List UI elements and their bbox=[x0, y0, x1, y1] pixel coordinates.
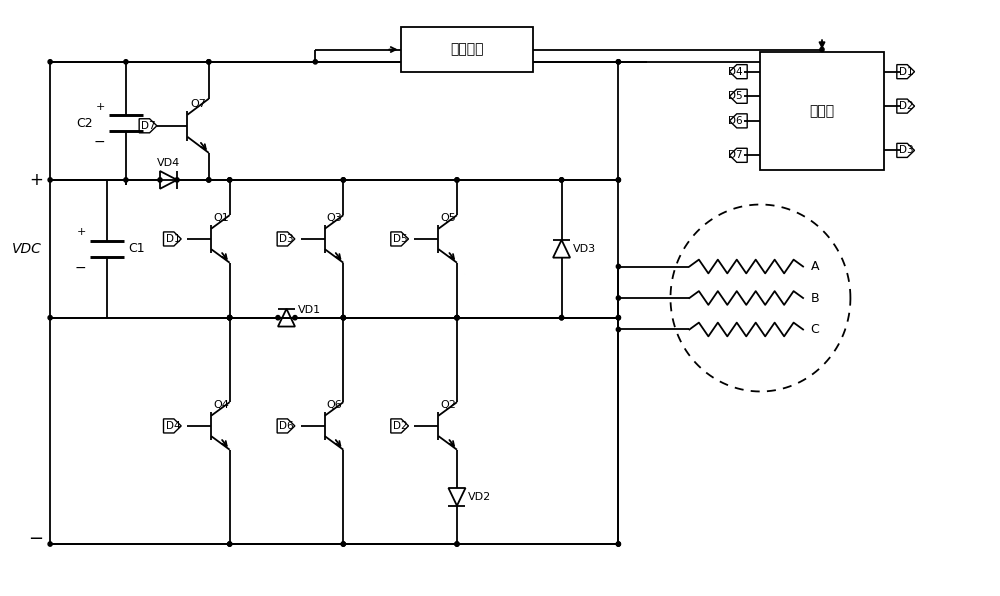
Circle shape bbox=[616, 296, 620, 300]
Circle shape bbox=[175, 178, 179, 182]
Circle shape bbox=[48, 60, 52, 64]
Text: Q4: Q4 bbox=[213, 400, 229, 410]
Circle shape bbox=[207, 60, 211, 64]
Text: D2: D2 bbox=[393, 421, 407, 431]
Text: 分压电路: 分压电路 bbox=[450, 42, 484, 57]
Circle shape bbox=[228, 315, 232, 320]
Circle shape bbox=[559, 315, 564, 320]
Circle shape bbox=[228, 315, 232, 320]
Text: 单片机: 单片机 bbox=[809, 104, 835, 118]
Circle shape bbox=[48, 178, 52, 182]
Circle shape bbox=[158, 178, 162, 182]
Circle shape bbox=[341, 315, 345, 320]
Circle shape bbox=[616, 178, 620, 182]
Circle shape bbox=[616, 315, 620, 320]
Circle shape bbox=[228, 178, 232, 182]
Circle shape bbox=[616, 315, 620, 320]
Circle shape bbox=[616, 542, 620, 546]
Circle shape bbox=[207, 178, 211, 182]
Text: −: − bbox=[74, 260, 86, 275]
Circle shape bbox=[313, 60, 317, 64]
Text: D1: D1 bbox=[166, 234, 180, 244]
Circle shape bbox=[341, 542, 345, 546]
Bar bbox=[760, 52, 884, 170]
Text: D5: D5 bbox=[393, 234, 407, 244]
Circle shape bbox=[228, 315, 232, 320]
Text: C2: C2 bbox=[76, 117, 93, 130]
Text: D3: D3 bbox=[279, 234, 294, 244]
Text: VDC: VDC bbox=[12, 242, 42, 256]
Text: B: B bbox=[811, 291, 819, 305]
Circle shape bbox=[559, 315, 564, 320]
Circle shape bbox=[228, 542, 232, 546]
Circle shape bbox=[341, 315, 345, 320]
Circle shape bbox=[228, 542, 232, 546]
Circle shape bbox=[455, 315, 459, 320]
Text: D4: D4 bbox=[166, 421, 180, 431]
Circle shape bbox=[455, 178, 459, 182]
Circle shape bbox=[228, 315, 232, 320]
Circle shape bbox=[616, 60, 620, 64]
Text: VD1: VD1 bbox=[298, 305, 321, 315]
Text: D7: D7 bbox=[728, 150, 743, 160]
Circle shape bbox=[455, 315, 459, 320]
Circle shape bbox=[341, 542, 345, 546]
Circle shape bbox=[616, 265, 620, 269]
Text: +: + bbox=[96, 101, 105, 111]
Text: D6: D6 bbox=[279, 421, 294, 431]
Circle shape bbox=[455, 542, 459, 546]
Text: VD4: VD4 bbox=[157, 158, 180, 168]
Circle shape bbox=[341, 178, 345, 182]
Circle shape bbox=[559, 178, 564, 182]
Text: −: − bbox=[28, 530, 43, 548]
Text: A: A bbox=[811, 260, 819, 273]
Circle shape bbox=[455, 315, 459, 320]
Circle shape bbox=[616, 327, 620, 331]
Text: C1: C1 bbox=[128, 243, 144, 255]
Text: D3: D3 bbox=[899, 145, 914, 156]
Text: Q6: Q6 bbox=[327, 400, 342, 410]
Bar bbox=[401, 27, 533, 72]
Circle shape bbox=[455, 542, 459, 546]
Circle shape bbox=[207, 178, 211, 182]
Text: −: − bbox=[93, 135, 105, 149]
Text: +: + bbox=[29, 171, 43, 189]
Circle shape bbox=[455, 315, 459, 320]
Circle shape bbox=[293, 315, 297, 320]
Text: Q3: Q3 bbox=[327, 213, 342, 223]
Text: +: + bbox=[77, 227, 86, 237]
Circle shape bbox=[124, 60, 128, 64]
Text: D1: D1 bbox=[899, 67, 914, 77]
Circle shape bbox=[48, 542, 52, 546]
Text: D4: D4 bbox=[728, 67, 743, 77]
Circle shape bbox=[207, 60, 211, 64]
Text: Q7: Q7 bbox=[190, 98, 206, 108]
Text: Q2: Q2 bbox=[440, 400, 456, 410]
Text: D5: D5 bbox=[728, 91, 743, 101]
Text: Q1: Q1 bbox=[213, 213, 229, 223]
Text: D6: D6 bbox=[728, 116, 743, 126]
Text: D2: D2 bbox=[899, 101, 914, 111]
Circle shape bbox=[276, 315, 280, 320]
Text: C: C bbox=[811, 323, 819, 336]
Circle shape bbox=[616, 178, 620, 182]
Circle shape bbox=[124, 178, 128, 182]
Text: D7: D7 bbox=[141, 121, 156, 131]
Circle shape bbox=[616, 60, 620, 64]
Circle shape bbox=[341, 178, 345, 182]
Circle shape bbox=[455, 178, 459, 182]
Circle shape bbox=[341, 315, 345, 320]
Circle shape bbox=[228, 315, 232, 320]
Circle shape bbox=[228, 178, 232, 182]
Text: Q5: Q5 bbox=[440, 213, 456, 223]
Circle shape bbox=[341, 315, 345, 320]
Text: VD2: VD2 bbox=[468, 492, 492, 502]
Circle shape bbox=[820, 47, 824, 52]
Circle shape bbox=[559, 178, 564, 182]
Circle shape bbox=[48, 315, 52, 320]
Text: VD3: VD3 bbox=[573, 244, 596, 254]
Circle shape bbox=[616, 542, 620, 546]
